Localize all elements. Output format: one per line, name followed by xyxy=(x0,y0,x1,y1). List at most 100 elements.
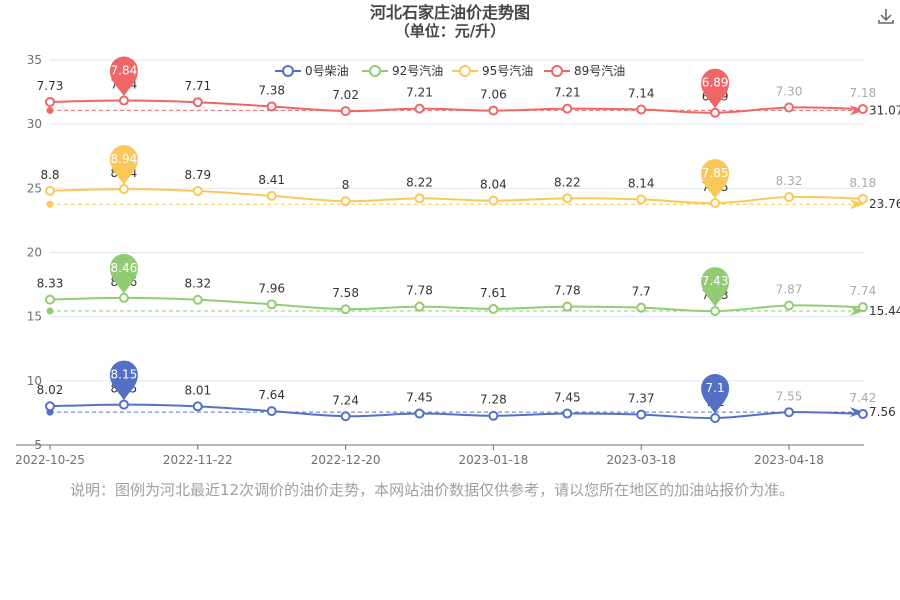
x-tick-label: 2022-12-20 xyxy=(311,453,381,467)
data-point xyxy=(414,193,425,204)
data-label: 8.41 xyxy=(258,173,285,187)
average-line-arrow xyxy=(850,306,864,317)
marker-pin xyxy=(701,68,730,109)
data-label: 7.14 xyxy=(628,87,655,101)
legend-item-2[interactable]: 95号汽油 xyxy=(452,63,533,78)
legend-symbol xyxy=(551,65,563,77)
series-line xyxy=(49,99,863,114)
max-marker: 8.15 xyxy=(109,360,138,401)
data-label: 8.33 xyxy=(37,277,64,291)
marker-pin-label: 7.43 xyxy=(702,274,729,288)
data-point xyxy=(857,104,868,115)
marker-pin-label: 8.94 xyxy=(111,152,138,166)
data-point xyxy=(45,294,55,305)
data-point xyxy=(118,399,129,410)
y-tick-label: 20 xyxy=(27,246,42,260)
data-point xyxy=(266,406,277,417)
data-point xyxy=(562,408,573,419)
data-label: 8.04 xyxy=(480,178,507,192)
data-label: 7.61 xyxy=(480,286,507,300)
average-value-label: 7.56 xyxy=(869,405,896,419)
y-tick-label: 10 xyxy=(27,374,42,388)
chart-subtitle: （单位：元/升） xyxy=(394,22,506,40)
data-point xyxy=(414,301,425,312)
legend-label: 92号汽油 xyxy=(392,63,443,78)
data-label: 7.96 xyxy=(258,281,285,295)
data-point xyxy=(784,407,794,418)
series-0: 7.568.028.158.017.647.247.457.287.457.37… xyxy=(37,382,896,424)
y-tick-label: 35 xyxy=(27,53,42,67)
legend-item-0[interactable]: 0号柴油 xyxy=(275,64,349,78)
data-label: 7.24 xyxy=(332,393,359,407)
data-label: 7.45 xyxy=(406,391,433,405)
marker-pin-label: 8.15 xyxy=(111,368,138,382)
data-point xyxy=(710,413,721,424)
x-tick-label: 2023-03-18 xyxy=(606,453,676,467)
data-label: 7.06 xyxy=(480,88,507,102)
data-label: 8.79 xyxy=(184,168,211,182)
average-line-start xyxy=(46,307,54,315)
chart-title: 河北石家庄油价走势图 xyxy=(369,3,530,22)
average-line-start xyxy=(46,200,54,208)
data-point xyxy=(488,195,499,206)
data-label: 7.28 xyxy=(480,393,507,407)
marker-pin xyxy=(109,253,138,294)
data-label: 8.02 xyxy=(37,383,64,397)
legend-symbol xyxy=(369,65,381,77)
min-marker: 6.89 xyxy=(701,68,730,109)
data-point xyxy=(340,304,351,315)
marker-pin-label: 6.89 xyxy=(702,76,729,90)
data-label: 7.71 xyxy=(184,79,211,93)
legend-item-1[interactable]: 92号汽油 xyxy=(362,63,443,78)
data-point xyxy=(488,303,499,314)
max-marker: 7.84 xyxy=(109,56,138,97)
data-point xyxy=(710,107,721,118)
data-label: 8.01 xyxy=(184,383,211,397)
y-tick-label: 30 xyxy=(27,117,42,131)
data-point xyxy=(45,185,55,196)
series-2: 23.768.88.948.798.4188.228.048.228.147.8… xyxy=(40,166,900,211)
max-marker: 8.94 xyxy=(109,145,138,186)
data-label: 7.37 xyxy=(628,392,655,406)
average-value-label: 15.44 xyxy=(869,304,900,318)
legend-item-3[interactable]: 89号汽油 xyxy=(544,63,625,78)
chart-note: 说明：图例为河北最近12次调价的油价走势，本网站油价数据仅供参考，请以您所在地区… xyxy=(70,481,795,499)
data-point xyxy=(857,193,868,204)
series-line xyxy=(49,296,863,313)
data-point xyxy=(45,401,55,412)
data-label: 8 xyxy=(342,178,350,192)
min-marker: 7.43 xyxy=(701,267,730,308)
data-point xyxy=(414,408,425,419)
data-label: 7.18 xyxy=(850,86,877,100)
data-point xyxy=(857,302,868,313)
data-point xyxy=(857,408,868,419)
data-label: 7.55 xyxy=(776,389,803,403)
legend-symbol xyxy=(459,65,471,77)
x-tick-label: 2023-04-18 xyxy=(754,453,824,467)
data-label: 7.42 xyxy=(850,391,877,405)
series-1: 15.448.338.468.327.967.587.787.617.787.7… xyxy=(37,275,900,318)
data-label: 7.02 xyxy=(332,88,359,102)
y-tick-label: 25 xyxy=(27,181,42,195)
min-marker: 7.1 xyxy=(701,374,730,415)
data-point xyxy=(784,102,794,113)
average-line-arrow xyxy=(850,407,864,418)
grid-lines xyxy=(50,59,864,446)
data-point xyxy=(192,294,203,305)
data-label: 8.32 xyxy=(184,277,211,291)
data-point xyxy=(192,401,203,412)
data-point xyxy=(636,302,647,313)
series-line xyxy=(49,403,863,420)
marker-pin-label: 8.46 xyxy=(111,261,138,275)
legend: 0号柴油 92号汽油 95号汽油 89号汽油 xyxy=(275,63,625,78)
data-point xyxy=(266,299,277,310)
data-point xyxy=(710,306,721,317)
data-point xyxy=(340,411,351,422)
data-point xyxy=(488,410,499,421)
data-point xyxy=(45,96,55,107)
data-label: 7.74 xyxy=(850,284,877,298)
data-label: 7.87 xyxy=(776,283,803,297)
marker-pin xyxy=(109,360,138,401)
data-label: 7.21 xyxy=(406,86,433,100)
download-icon[interactable] xyxy=(876,6,896,26)
